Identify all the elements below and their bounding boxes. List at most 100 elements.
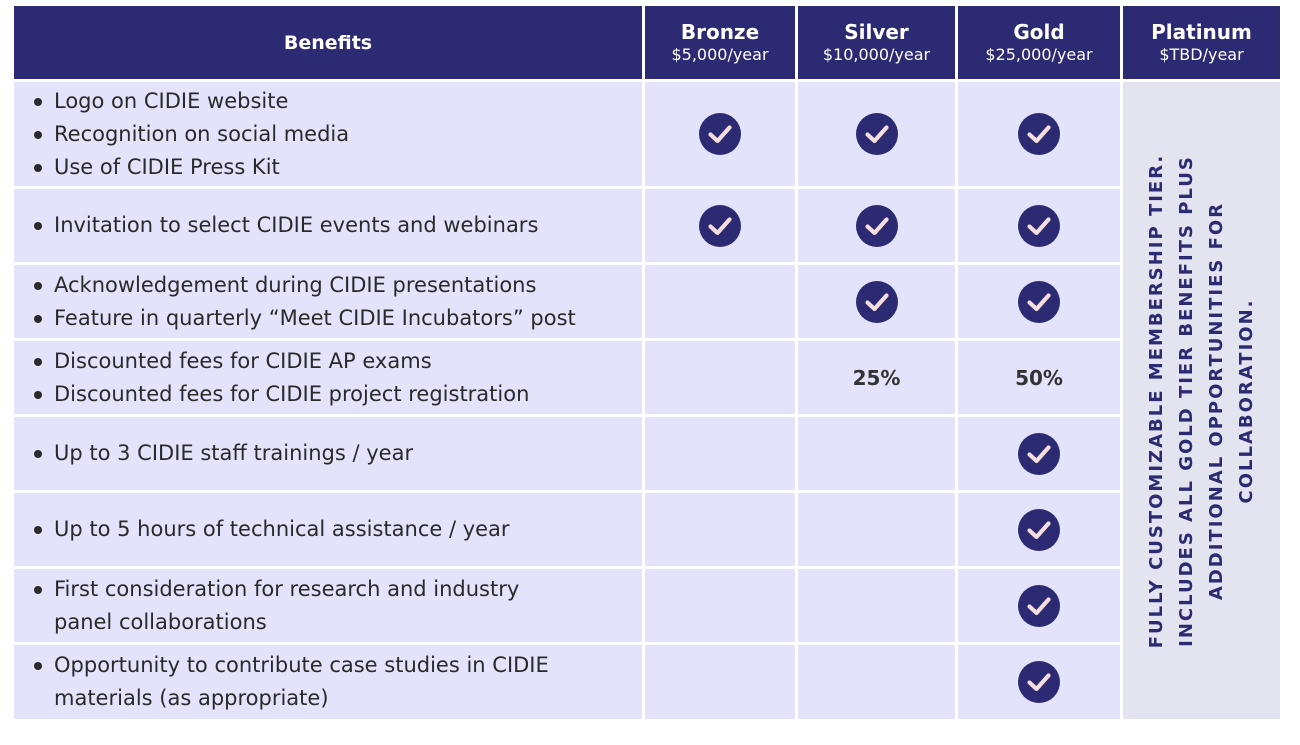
row-4-silver: 25% [798,341,955,414]
row-5-bronze [645,417,795,490]
row-6-benefits: Up to 5 hours of technical assistance / … [14,493,642,566]
bullet-icon [34,357,42,366]
bullet-icon [34,662,42,670]
row-6-bronze [645,493,795,566]
benefit-item: Acknowledgement during CIDIE presentatio… [34,269,576,302]
benefit-text: Up to 3 CIDIE staff trainings / year [54,441,414,465]
bullet-icon [34,390,42,399]
benefit-item: Up to 3 CIDIE staff trainings / year [34,437,413,470]
benefit-text: Invitation to select CIDIE events and we… [54,213,539,237]
header-benefits: Benefits [14,6,642,79]
benefit-item: Discounted fees for CIDIE project regist… [34,378,529,411]
header-silver-name: Silver [844,19,909,44]
header-gold-price: $25,000/year [985,44,1093,64]
row-2-gold [958,189,1120,262]
row-8-bronze [645,645,795,719]
row-3-gold [958,265,1120,338]
check-icon [1017,432,1061,476]
benefit-list: Acknowledgement during CIDIE presentatio… [14,269,576,335]
benefits-grid: Benefits Bronze $5,000/year Silver $10,0… [14,6,1280,719]
benefit-text-continued: panel collaborations [54,609,267,634]
row-1-gold [958,82,1120,186]
bullet-icon [34,222,42,230]
check-icon [855,112,899,156]
bullet-icon [34,130,42,139]
benefit-text: Recognition on social media [54,121,350,146]
header-bronze: Bronze $5,000/year [645,6,795,79]
row-2-bronze [645,189,795,262]
check-icon [1017,112,1061,156]
header-gold: Gold $25,000/year [958,6,1120,79]
row-4-benefits: Discounted fees for CIDIE AP exams Disco… [14,341,642,414]
benefit-list: Discounted fees for CIDIE AP exams Disco… [14,345,529,411]
benefit-item: Opportunity to contribute case studies i… [34,649,549,715]
benefit-item: Logo on CIDIE website [34,85,349,118]
benefit-item: Recognition on social media [34,118,349,151]
benefit-item: Invitation to select CIDIE events and we… [34,209,538,242]
header-bronze-name: Bronze [680,19,760,44]
gold-discount: 50% [1015,365,1063,390]
row-5-benefits: Up to 3 CIDIE staff trainings / year [14,417,642,490]
row-6-silver [798,493,955,566]
benefit-text: Feature in quarterly “Meet CIDIE Incubat… [54,305,576,330]
benefit-list: First consideration for research and ind… [14,573,519,639]
row-3-silver [798,265,955,338]
header-platinum-price: $TBD/year [1159,44,1244,64]
platinum-note-line-4: COLLABORATION. [1235,298,1257,503]
check-icon [1017,508,1061,552]
check-icon [1017,660,1061,704]
bullet-icon [34,163,42,172]
silver-discount: 25% [852,365,901,390]
benefit-text-continued: materials (as appropriate) [54,686,329,710]
row-3-bronze [645,265,795,338]
benefit-list: Logo on CIDIE website Recognition on soc… [14,85,349,184]
benefit-item: Discounted fees for CIDIE AP exams [34,345,529,378]
row-2-silver [798,189,955,262]
benefit-item: Up to 5 hours of technical assistance / … [34,513,510,546]
header-bronze-price: $5,000/year [671,44,769,64]
platinum-note-line-1: FULLY CUSTOMIZABLE MEMBERSHIP TIER. [1145,153,1167,648]
benefit-list: Invitation to select CIDIE events and we… [14,209,538,242]
benefit-list: Up to 5 hours of technical assistance / … [14,513,510,546]
header-silver-price: $10,000/year [822,44,931,64]
row-1-bronze [645,82,795,186]
benefit-item: Use of CIDIE Press Kit [34,151,349,184]
bullet-icon [34,450,42,458]
bullet-icon [34,281,42,290]
bullet-icon [34,97,42,106]
platinum-note-line-3: ADDITIONAL OPPORTUNITIES FOR [1205,201,1227,600]
benefit-text: Logo on CIDIE website [54,88,289,113]
row-8-silver [798,645,955,719]
platinum-note-line-2: INCLUDES ALL GOLD TIER BENEFITS PLUS [1175,154,1197,647]
row-2-benefits: Invitation to select CIDIE events and we… [14,189,642,262]
benefit-item: First consideration for research and ind… [34,573,519,639]
check-icon [855,280,899,324]
benefit-text: First consideration for research and ind… [54,576,520,601]
check-icon [1017,280,1061,324]
check-icon [1017,204,1061,248]
row-4-gold: 50% [958,341,1120,414]
row-1-silver [798,82,955,186]
row-8-benefits: Opportunity to contribute case studies i… [14,645,642,719]
benefit-list: Opportunity to contribute case studies i… [14,649,549,715]
row-7-bronze [645,569,795,642]
check-icon [698,204,742,248]
benefit-text: Acknowledgement during CIDIE presentatio… [54,272,537,297]
header-platinum: Platinum $TBD/year [1123,6,1280,79]
row-3-benefits: Acknowledgement during CIDIE presentatio… [14,265,642,338]
benefit-text: Opportunity to contribute case studies i… [54,653,549,677]
platinum-note: FULLY CUSTOMIZABLE MEMBERSHIP TIER. INCL… [1142,101,1262,701]
row-5-silver [798,417,955,490]
header-platinum-name: Platinum [1151,19,1252,44]
row-5-gold [958,417,1120,490]
row-7-silver [798,569,955,642]
header-silver: Silver $10,000/year [798,6,955,79]
row-7-gold [958,569,1120,642]
benefit-list: Up to 3 CIDIE staff trainings / year [14,437,413,470]
platinum-note-cell: FULLY CUSTOMIZABLE MEMBERSHIP TIER. INCL… [1123,82,1280,719]
check-icon [855,204,899,248]
benefit-text: Discounted fees for CIDIE AP exams [54,348,432,373]
benefit-text: Discounted fees for CIDIE project regist… [54,381,530,406]
row-7-benefits: First consideration for research and ind… [14,569,642,642]
benefit-text: Up to 5 hours of technical assistance / … [54,517,510,541]
